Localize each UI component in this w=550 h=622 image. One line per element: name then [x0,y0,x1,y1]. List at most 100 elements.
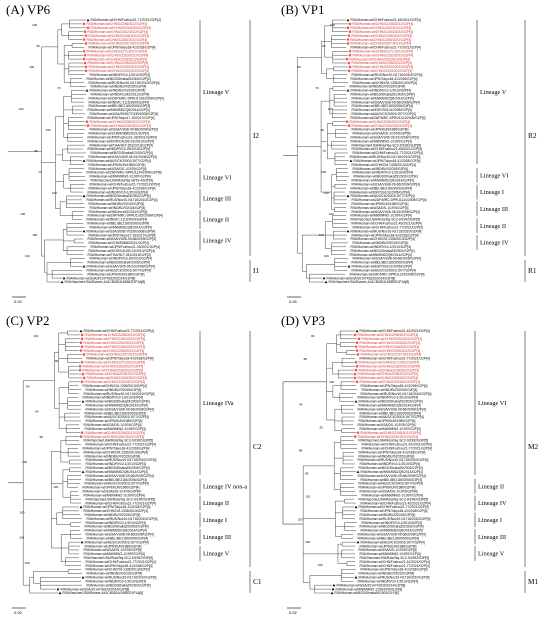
lineage-label: Lineage II [203,216,229,223]
study-strain-label: RVA/Human-wt/CHN/G2283/2022/G2P[4] [83,364,144,368]
reference-strain-label: RVA/Vaccine/USA/Rotarix-A41CB052A/1988/G… [63,591,144,595]
reference-strain-label: RVA/Human-wt/BGD/Dhaka25/2002/G2P[4] [359,400,423,404]
bootstrap-value: 100 [22,460,27,464]
reference-strain-label: RVA/Human-wt/USA/DS-1/1976/G2P[4] [353,132,411,136]
bootstrap-value: 100 [329,380,334,384]
reference-strain-label: RVA/Human-wt/USA/VU05-06-51/2006/G2P[4] [351,136,419,140]
reference-strain-label: RVA/Human-wt/IND/IC-1115/2009/G2P[4] [87,218,148,222]
reference-strain-label: RVA/Human-wt/USA/DS-1/1976/G2P[4] [351,206,409,210]
reference-strain-label: RVA/Human-wt/BGD/Dhaka26/2002/G1P[8] [335,591,399,595]
genotype-label: C2 [253,442,262,451]
reference-strain-label: RVA/Human-wt/JPN/Tokyo17-15/2017/G2P[4] [89,233,156,237]
genotype-label: M2 [528,442,538,451]
reference-strain-label: RVA/Human-wt/BEL/BE2180/2006/G2P[4] [352,261,414,265]
reference-strain-label: RVA/Human-wt/IND/BLR/2015/G2P[4] [89,202,145,206]
reference-marker-icon [81,470,85,473]
lineage-label: Lineage IV [480,240,509,247]
panel-title: (D) VP3 [281,313,326,328]
study-strain-marker-icon [79,435,83,438]
reference-strain-label: RVA/Human-wt/ZAF/MRC-DPRU1124/2009/G2P[4… [351,116,426,120]
bootstrap-value: 100 [25,254,30,258]
reference-strain-label: RVA/Human-wt/IND/RV10-1/2010/G2P[4] [86,521,147,525]
reference-strain-label: RVA/Human-wt/IND/BLR/2015/G2P[4] [353,167,409,171]
reference-strain-label: RVA/Human-wt/USA/2008770339/2008/G2P[4] [87,229,156,233]
study-strain-label: RVA/Human-wt/CHN/G2263/2022/G2P[4] [91,26,152,30]
bootstrap-value: 100 [52,191,57,195]
scale-label: 0.02 [14,299,23,304]
reference-marker-icon [346,18,350,22]
lineage-label: Lineage III [480,206,508,213]
reference-strain-label: RVA/Human-wt/USA/DS-1/1976/G2P[4] [358,423,416,427]
study-strain-label: RVA/Human-wt/CHN/A2203/2022/G2P[4] [83,368,143,372]
reference-marker-icon [80,540,84,544]
study-strain-label: RVA/Human-wt/CHN/G2271/2022/G2P[4] [87,49,148,53]
reference-strain-label: RVA/Human-wt/CHN/CM-1335/2013/G2P[4] [84,450,148,454]
panel-title: (A) VP6 [6,2,51,17]
reference-strain-label: RVA/Human-wt/BGD/Dhaka25/2002/G2P[4] [360,525,424,529]
study-strain-marker-icon [84,42,88,45]
reference-strain-label: RVA/Human-wt/CHN/Fuzhou21-42/2021/G2P[4] [360,329,430,333]
study-strain-marker-icon [353,333,357,337]
reference-marker-icon [81,576,85,579]
reference-strain-label: RVA/Human-wt/CHN/Fuzhou21-42/2021/G2P[4] [360,560,430,564]
lineage-label: Lineage V [203,89,230,96]
bootstrap-value: 100 [46,128,51,132]
reference-marker-icon [81,400,85,403]
reference-strain-label: RVA/Human-wt/RUS/Nov10-N1716/2010/G2P[4] [350,155,421,159]
bootstrap-value: 88 [304,357,308,361]
reference-strain-label: RVA/Human-wt/RUS/Nov10-N1716/2010/G2P[4] [86,576,157,580]
lineage-label: Lineage IV [478,500,507,507]
reference-strain-label: RVA/Human-wt/MWI/MW2-1/1997/G2P[4] [351,214,412,218]
study-strain-marker-icon [80,360,84,364]
reference-marker-icon [355,329,359,333]
reference-strain-label: RVA/Human-wt/BEL/BE2180/2006/G2P[4] [361,478,423,482]
bootstrap-value: 88 [299,449,303,453]
reference-strain-label: RVA/Human-wt/IND/BLR/2015/G2P[4] [359,572,415,576]
branches [8,19,86,283]
reference-strain-label: RVA/Human-wt/IND/RV10-29/2010/G2P[4] [88,147,150,151]
reference-strain-label: RVA/Human-wt/JPN/Tokyo18-41/2018/G2P[4] [87,357,154,361]
reference-strain-label: RVA/Human-wt/MWI/BID2Q9/2014/G2P[4] [85,529,147,533]
lineage-label: Lineage II [478,483,504,490]
reference-strain-label: RVA/Human-wt/ESP/SS101/2005/G2P[4] [350,190,410,194]
bootstrap-value: 94 [299,403,303,407]
reference-strain-label: RVA/Human-wt/BEL/BE2180/2006/G2P[4] [86,478,148,482]
study-strain-label: RVA/Human-wt/CHN/G2265/2022/G2P[4] [351,38,412,42]
lineage-label: Lineage V [478,551,505,558]
reference-strain-label: RVA/Human-wt/IND/RV10-1/2010/G2P[4] [362,521,423,525]
lineage-label: Lineage IV [203,237,232,244]
reference-strain-label: RVA/Human-wt/BGD/Dhaka4/2003/G2P[4] [91,151,153,155]
bootstrap-value: 100 [318,563,323,567]
bootstrap-value: 100 [298,517,303,521]
reference-strain-label: RVA/Human-wt/USA/VU08-09-66/2009/G2P[4] [86,407,154,411]
bootstrap-value: 100 [328,107,333,111]
study-strain-marker-icon [86,124,90,127]
reference-strain-label: RVA/Human-wt/JPN/Tokyo18-41/2018/G2P[4] [84,505,151,509]
reference-strain-label: RVA/Vaccine/USA/RotaTeq-SC2-9/1992/G2P[5… [359,497,429,501]
bootstrap-value: 100 [19,510,24,514]
study-strain-label: RVA/Human-wt/CHN/A2208/2022/G2P[4] [358,372,418,376]
bootstrap-value: 100 [20,212,25,216]
bootstrap-values: 100 90 100 70 100 100 95 70 100 100 100 100 [18,23,60,258]
lineage-label: Lineage I [203,517,227,524]
reference-strain-label: RVA/Human-wt/JPN/KUN/1980/G2P[4] [85,544,142,548]
reference-strain-label: RVA/Human-wt/MWI/BID2Q9/2014/G2P[4] [90,225,152,229]
reference-marker-icon [354,505,358,509]
reference-strain-label: RVA/Human-wt/USA/2014741629/2014/G1P[8] [67,276,136,280]
reference-strain-label: RVA/Human-wt/ESP/SS101/2005/G2P[4] [352,265,412,269]
reference-strain-label: RVA/Human-wt/BGD/Dhaka25/2002/G2P[4] [87,194,151,198]
reference-strain-label: RVA/Human-wt/USA/VU08-09-66/2009/G2P[4] [352,100,420,104]
study-strain-marker-icon [83,30,87,34]
reference-strain-label: RVA/Human-wt/USA/2014741629/2014/G1P[8] [337,583,406,587]
study-strain-label: RVA/Human-wt/CHN/G2258/2022/G2P[4] [87,22,148,26]
reference-strain-label: RVA/Human-wt/AUS/CK20001/1977/G2P[4] [361,540,425,544]
reference-strain-label: RVA/Human-wt/ZAF/MRC-DPRU1124/2009/G2P[4… [352,198,427,202]
bootstrap-value: 100 [329,212,334,216]
study-strain-marker-icon [357,337,361,341]
reference-strain-label: RVA/Human-wt/IND/BLR/2015/G2P[4] [350,85,406,89]
reference-strain-label: RVA/Human-wt/JPN/Tokyo18-41/2018/G2P[4] [351,77,418,81]
reference-marker-icon [330,591,334,595]
study-strain-marker-icon [82,49,86,53]
reference-strain-label: RVA/Vaccine/USA/Rotarix-A41CB052A/1988/G… [65,280,146,284]
reference-marker-icon [346,89,350,92]
